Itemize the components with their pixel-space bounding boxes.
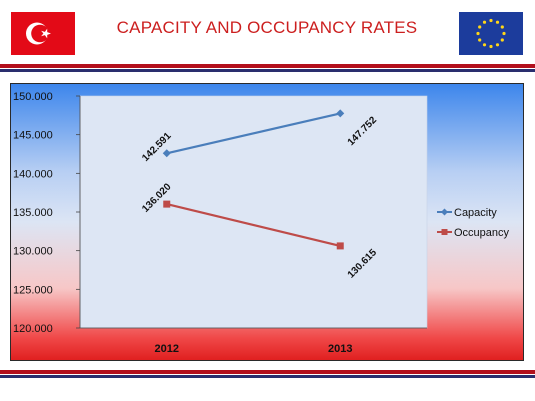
y-tick-label: 145.000 <box>13 130 53 142</box>
eu-star-icon <box>495 20 500 24</box>
eu-star-icon <box>489 18 493 23</box>
x-tick-label: 2013 <box>328 343 352 355</box>
footer-divider-red <box>0 370 535 374</box>
eu-star-icon <box>482 20 487 24</box>
eu-star-icon <box>482 43 487 47</box>
y-tick-label: 130.000 <box>13 246 53 258</box>
eu-star-icon <box>476 31 480 36</box>
legend-label: Capacity <box>454 207 497 219</box>
turkey-flag-icon <box>11 12 75 55</box>
y-tick-label: 140.000 <box>13 168 53 180</box>
plot-area <box>79 95 428 329</box>
y-tick-label: 135.000 <box>13 207 53 219</box>
series-line-occupancy <box>166 203 341 247</box>
eu-star-icon <box>500 25 504 29</box>
data-point-capacity <box>162 149 171 158</box>
eu-star-icon <box>489 44 493 49</box>
eu-flag-icon <box>459 12 523 55</box>
footer-divider-navy <box>0 375 535 378</box>
legend-marker <box>441 208 448 216</box>
y-tick-label: 150.000 <box>13 91 53 103</box>
data-point-occupancy <box>163 200 171 208</box>
legend-marker <box>441 229 448 235</box>
eu-star-icon <box>502 31 506 36</box>
series-line-capacity <box>166 112 341 155</box>
eu-star-icon <box>495 43 500 47</box>
line-chart: 120.000 125.000 130.000 135.000 140.000 145.0… <box>13 91 510 355</box>
y-tick-label: 125.000 <box>13 284 53 296</box>
data-point-capacity <box>336 109 345 118</box>
y-tick-label: 120.000 <box>13 323 53 335</box>
eu-star-icon <box>500 38 504 42</box>
header-divider-red <box>0 64 535 68</box>
eu-star-icon <box>478 38 482 42</box>
legend-label: Occupancy <box>454 227 510 239</box>
x-tick-label: 2012 <box>155 343 179 355</box>
slide-header: CAPACITY AND OCCUPANCY RATES <box>0 0 535 64</box>
eu-star-icon <box>478 25 482 29</box>
page-title: CAPACITY AND OCCUPANCY RATES <box>116 18 418 37</box>
data-point-occupancy <box>336 242 344 250</box>
header-divider-navy <box>0 69 535 72</box>
